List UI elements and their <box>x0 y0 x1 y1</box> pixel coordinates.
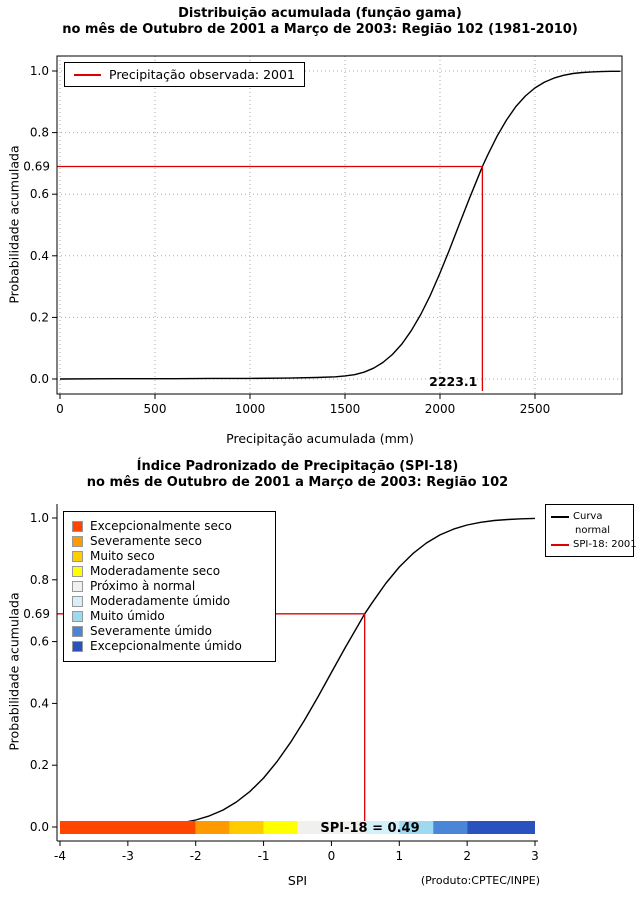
category-label: Severamente úmido <box>90 624 212 638</box>
y-tick-label: 0.0 <box>30 820 49 834</box>
y-tick-label: 0.0 <box>30 372 49 386</box>
chart2-line-legend: Curva normal SPI-18: 2001 <box>545 504 637 557</box>
line-legend-label: Curva <box>573 511 603 522</box>
chart2-title-line2: no mês de Outubro de 2001 a Março de 200… <box>86 475 509 490</box>
category-legend-item: Severamente úmido <box>72 625 267 638</box>
precipitation-value-label: 2223.1 <box>429 374 477 389</box>
spi-colorbar-segment <box>297 821 366 834</box>
y-tick-label: 0.4 <box>30 696 49 710</box>
red-line-sample <box>74 73 101 76</box>
line-legend-label: normal <box>575 525 611 536</box>
y-tick-label: 0.8 <box>30 573 49 587</box>
chart1-x-axis-label: Precipitação acumulada (mm) <box>226 431 414 446</box>
x-tick-label: -3 <box>122 849 134 863</box>
line-legend-item: Curva <box>551 510 628 523</box>
category-color-swatch <box>72 626 83 637</box>
spi-colorbar-segment <box>195 821 230 834</box>
category-legend-item: Moderadamente seco <box>72 565 267 578</box>
chart2-title-line1: Índice Padronizado de Precipitação (SPI-… <box>136 459 459 474</box>
y-tick-label: 1.0 <box>30 64 49 78</box>
category-legend-item: Próximo à normal <box>72 580 267 593</box>
chart1-title-line1: Distribuição acumulada (função gama) <box>178 6 462 21</box>
plot-frame <box>56 55 623 395</box>
x-tick-label: 2 <box>463 849 471 863</box>
category-legend-item: Muito úmido <box>72 610 267 623</box>
spi-colorbar-segment <box>467 821 535 834</box>
category-color-swatch <box>72 581 83 592</box>
x-tick-label: 500 <box>144 402 167 416</box>
x-tick-label: 3 <box>531 849 539 863</box>
y-tick-label: 0.6 <box>30 635 49 649</box>
category-color-swatch <box>72 641 83 652</box>
category-legend-item: Muito seco <box>72 550 267 563</box>
category-legend-item: Excepcionalmente úmido <box>72 640 267 653</box>
line-legend-label: SPI-18: 2001 <box>573 539 637 550</box>
probability-value-label: 0.69 <box>23 159 50 173</box>
line-legend-item: normal <box>551 524 628 537</box>
y-tick-label: 0.2 <box>30 758 49 772</box>
category-label: Moderadamente úmido <box>90 594 231 608</box>
category-label: Moderadamente seco <box>90 564 221 578</box>
x-tick-label: 0 <box>328 849 336 863</box>
x-tick-label: 2000 <box>425 402 456 416</box>
x-tick-label: 1 <box>395 849 403 863</box>
y-tick-label: 1.0 <box>30 511 49 525</box>
category-color-swatch <box>72 551 83 562</box>
category-label: Muito úmido <box>90 609 165 623</box>
category-label: Próximo à normal <box>90 579 196 593</box>
category-label: Excepcionalmente úmido <box>90 639 242 653</box>
x-tick-label: -1 <box>258 849 270 863</box>
chart1-legend-label: Precipitação observada: 2001 <box>109 67 295 82</box>
category-legend-item: Severamente seco <box>72 535 267 548</box>
spi-value-label: SPI-18 = 0.49 <box>320 821 419 836</box>
line-sample <box>551 543 569 546</box>
x-tick-label: -2 <box>190 849 202 863</box>
category-color-swatch <box>72 521 83 532</box>
category-color-swatch <box>72 596 83 607</box>
x-tick-label: -4 <box>54 849 66 863</box>
x-tick-label: 2500 <box>520 402 551 416</box>
y-tick-label: 0.8 <box>30 126 49 140</box>
chart1-title-line2: no mês de Outubro de 2001 a Março de 200… <box>62 22 578 37</box>
cdf-curve <box>59 70 621 380</box>
category-label: Excepcionalmente seco <box>90 519 232 533</box>
probability-value-label: 0.69 <box>23 607 50 621</box>
chart1-y-axis-label: Probabilidade acumulada <box>6 145 22 304</box>
spi-colorbar-segment <box>60 821 196 834</box>
spi-colorbar-segment <box>365 821 400 834</box>
y-tick-label: 0.2 <box>30 310 49 324</box>
line-legend-item: SPI-18: 2001 <box>551 538 637 551</box>
spi-colorbar-segment <box>433 821 468 834</box>
category-legend-item: Moderadamente úmido <box>72 595 267 608</box>
spi-colorbar-segment <box>399 821 434 834</box>
spi-category-legend: Excepcionalmente seco Severamente seco Mui… <box>63 511 276 662</box>
x-tick-label: 1500 <box>330 402 361 416</box>
category-color-swatch <box>72 566 83 577</box>
x-tick-label: 1000 <box>235 402 266 416</box>
product-credit: (Produto:CPTEC/INPE) <box>420 874 540 887</box>
category-label: Muito seco <box>90 549 155 563</box>
category-color-swatch <box>72 536 83 547</box>
chart1-legend: Precipitação observada: 2001 <box>64 62 305 87</box>
y-tick-label: 0.6 <box>30 187 49 201</box>
chart2-x-axis-label: SPI <box>287 873 308 888</box>
category-label: Severamente seco <box>90 534 202 548</box>
category-color-swatch <box>72 611 83 622</box>
category-legend-item: Excepcionalmente seco <box>72 520 267 533</box>
y-tick-label: 0.4 <box>30 249 49 263</box>
x-tick-label: 0 <box>56 402 64 416</box>
line-sample <box>551 515 569 518</box>
spi-colorbar-segment <box>263 821 298 834</box>
spi-colorbar-segment <box>229 821 264 834</box>
chart2-y-axis-label: Probabilidade acumulada <box>6 592 22 751</box>
